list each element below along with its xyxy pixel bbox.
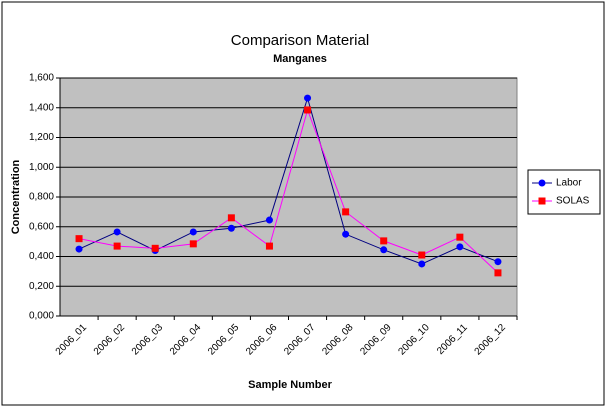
marker (494, 269, 502, 277)
legend-marker (538, 179, 546, 187)
marker (380, 237, 388, 245)
marker (189, 240, 197, 248)
y-tick-label: 0,400 (29, 251, 54, 262)
legend-box (527, 169, 601, 215)
marker (418, 251, 426, 259)
y-tick-label: 1,000 (29, 162, 54, 173)
marker (113, 228, 121, 236)
marker (494, 258, 502, 266)
marker (151, 244, 159, 252)
y-tick-label: 1,200 (29, 132, 54, 143)
series-line (78, 108, 499, 274)
marker (75, 235, 83, 243)
marker (380, 246, 388, 254)
chart-title: Comparison Material (231, 32, 369, 49)
marker (418, 260, 426, 268)
legend-label: SOLAS (556, 196, 590, 207)
y-tick-label: 1,400 (29, 102, 54, 113)
marker (456, 243, 464, 251)
marker (265, 216, 273, 224)
marker (304, 94, 312, 102)
marker (227, 214, 235, 222)
marker (342, 230, 350, 238)
chart-subtitle: Manganes (273, 53, 327, 65)
y-tick-label: 0,000 (29, 311, 54, 322)
y-tick-label: 0,800 (29, 192, 54, 203)
legend-marker (538, 197, 546, 205)
legend-label: Labor (556, 178, 582, 189)
marker (456, 233, 464, 241)
marker (342, 208, 350, 216)
y-tick-label: 0,200 (29, 281, 54, 292)
marker (189, 228, 197, 236)
marker (227, 224, 235, 232)
marker (75, 245, 83, 253)
marker (265, 242, 273, 250)
y-tick-label: 1,600 (29, 73, 54, 84)
y-axis-label: Concentration (10, 159, 22, 234)
y-tick-label: 0,600 (29, 221, 54, 232)
marker (113, 242, 121, 250)
x-axis-label: Sample Number (248, 379, 332, 391)
marker (304, 106, 312, 114)
